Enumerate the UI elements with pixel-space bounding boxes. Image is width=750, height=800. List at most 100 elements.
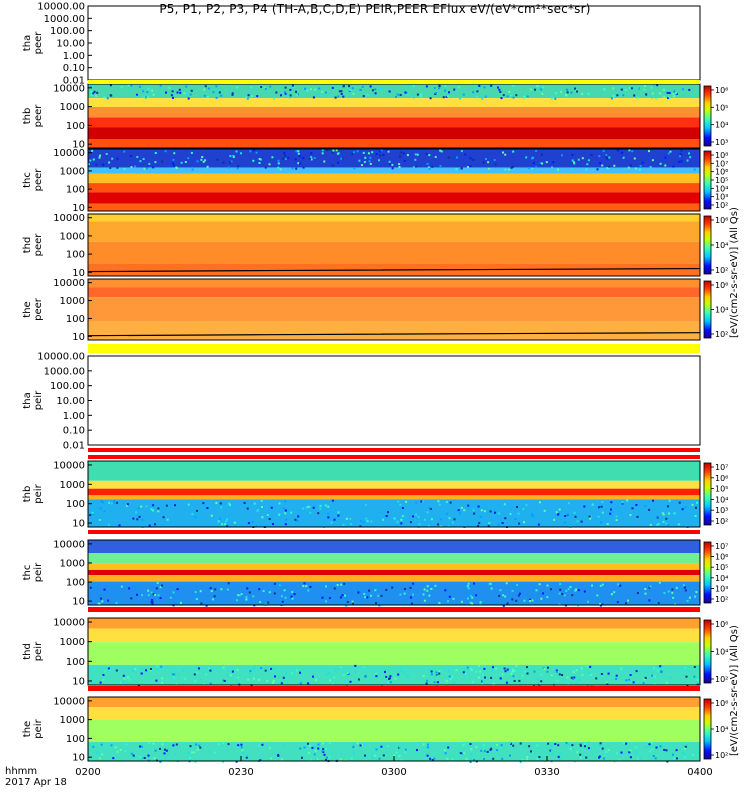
- spectrogram-speckle: [448, 91, 450, 94]
- y-tick-label: 10000: [53, 460, 85, 471]
- y-tick-label: 100.00: [50, 381, 85, 392]
- spectrogram-speckle: [515, 94, 518, 97]
- panel-frame: [87, 539, 701, 606]
- spectrogram-band: [88, 642, 700, 665]
- spectrogram-speckle: [629, 514, 632, 516]
- spectrogram-speckle: [696, 501, 698, 504]
- panel-label-product: peer: [33, 31, 44, 55]
- spectrogram-speckle: [301, 507, 304, 510]
- spectrogram-band: [88, 618, 700, 629]
- spectrogram-speckle: [655, 601, 658, 604]
- spectrogram-speckle: [120, 86, 123, 89]
- spectrogram-speckle: [598, 155, 601, 158]
- spectrogram-speckle: [176, 91, 179, 94]
- spectrogram-speckle: [284, 500, 286, 503]
- spectrogram-speckle: [518, 679, 521, 682]
- panel-label-product: peir: [33, 390, 44, 410]
- spectrogram-speckle: [487, 161, 490, 164]
- spectrogram-speckle: [589, 674, 592, 677]
- panel-axis-label: the peer: [22, 297, 44, 321]
- spectrogram-speckle: [559, 752, 562, 755]
- spectrogram-speckle: [284, 596, 287, 599]
- spectrogram-speckle: [521, 674, 524, 677]
- panel-label-product: peer: [33, 233, 44, 257]
- spectrogram-speckle: [628, 751, 631, 754]
- spectrogram-speckle: [255, 151, 258, 154]
- spectrogram-speckle: [536, 84, 539, 87]
- spectrogram-speckle: [110, 94, 113, 97]
- spectrogram-speckle: [475, 670, 478, 673]
- y-tick-label: 100: [66, 578, 85, 589]
- spectrogram-speckle: [452, 681, 455, 684]
- spectrogram-speckle: [128, 678, 131, 681]
- spectrogram-speckle: [261, 506, 263, 508]
- spectrogram-speckle: [268, 163, 271, 166]
- spectrogram-speckle: [615, 515, 618, 518]
- spectrogram-speckle: [111, 157, 114, 160]
- spectrogram-speckle: [140, 757, 143, 760]
- y-tick-label: 10000: [53, 696, 85, 707]
- spectrogram-speckle: [319, 504, 322, 507]
- spectrogram-speckle: [171, 90, 174, 93]
- spectrogram-speckle: [446, 757, 449, 760]
- y-tick-label: 100.00: [50, 26, 85, 37]
- spectrogram-speckle: [602, 88, 605, 90]
- spectrogram-speckle: [447, 156, 450, 159]
- spectrogram-speckle: [679, 155, 682, 158]
- spectrogram-speckle: [258, 678, 261, 681]
- spectrogram-speckle: [314, 746, 316, 749]
- spectrogram-speckle: [512, 675, 515, 678]
- spectrogram-speckle: [606, 167, 609, 170]
- spectrogram-speckle: [684, 747, 686, 750]
- spectrogram-speckle: [269, 588, 272, 591]
- spectrogram-speckle: [605, 154, 608, 156]
- spectrogram-speckle: [493, 159, 496, 161]
- spectrogram-speckle: [367, 152, 370, 155]
- spectrogram-speckle: [489, 597, 492, 600]
- panel-axis-label: thd peir: [22, 641, 44, 661]
- spectrogram-speckle: [399, 94, 402, 96]
- spectrogram-speckle: [540, 680, 543, 683]
- spectrogram-speckle: [153, 756, 156, 759]
- spectrogram-speckle: [651, 159, 654, 162]
- spectrogram-speckle: [172, 158, 175, 161]
- spectrogram-speckle: [478, 84, 481, 87]
- y-tick-label: 10000: [53, 539, 85, 550]
- spectrogram-speckle: [437, 500, 440, 503]
- spectrogram-speckle: [490, 747, 493, 750]
- colorbar-tick-label: 10²: [715, 330, 728, 339]
- spectrogram-speckle: [282, 507, 285, 510]
- spectrogram-speckle: [321, 750, 324, 753]
- spectrogram-speckle: [98, 156, 101, 159]
- spectrogram-band: [88, 117, 700, 128]
- spectrogram-speckle: [580, 520, 583, 523]
- spectrogram-speckle: [97, 602, 100, 605]
- spectrogram-speckle: [610, 593, 613, 596]
- spectrogram-speckle: [519, 682, 522, 685]
- spectrogram-speckle: [399, 503, 402, 506]
- spectrogram-speckle: [226, 525, 229, 528]
- spectrogram-speckle: [119, 681, 122, 684]
- spectrogram-speckle: [469, 165, 472, 168]
- spectrogram-speckle: [467, 504, 470, 507]
- x-tick-label: 0330: [534, 767, 559, 778]
- spectrogram-speckle: [127, 676, 129, 679]
- spectrogram-speckle: [161, 677, 164, 680]
- spectrogram-speckle: [215, 85, 218, 88]
- spectrogram-speckle: [209, 587, 212, 590]
- spectrogram-speckle: [352, 602, 354, 605]
- spectrogram-speckle: [541, 92, 544, 95]
- spectrogram-speckle: [606, 157, 609, 160]
- spectrogram-speckle: [470, 748, 473, 751]
- spectrogram-speckle: [433, 86, 436, 89]
- spectrogram-speckle: [636, 97, 639, 100]
- spectrogram-speckle: [506, 602, 509, 605]
- spectrogram-speckle: [412, 593, 414, 596]
- panel-axis-label: thb peir: [22, 483, 44, 503]
- spectrogram-speckle: [419, 95, 422, 98]
- spectrogram-speckle: [230, 160, 233, 163]
- spectrogram-speckle: [684, 506, 687, 509]
- spectrogram-speckle: [172, 162, 174, 165]
- spectrogram-speckle: [512, 150, 515, 153]
- spectrogram-speckle: [570, 167, 573, 170]
